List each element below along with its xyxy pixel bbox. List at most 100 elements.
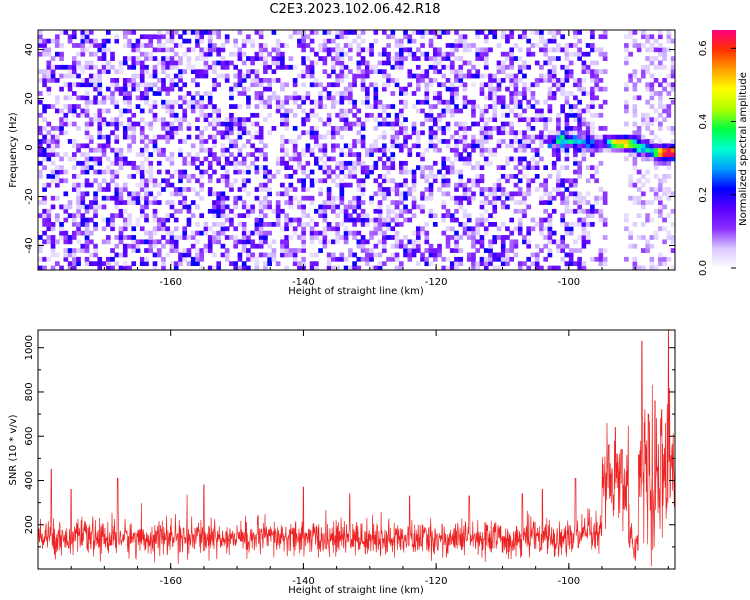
spectrogram-cell (144, 182, 149, 188)
spectrogram-cell (624, 34, 629, 40)
spectrogram-cell (190, 230, 196, 236)
spectrogram-cell (539, 195, 544, 201)
spectrogram-cell (318, 91, 323, 96)
spectrogram-cell (475, 230, 481, 236)
spectrogram-cell (509, 108, 515, 114)
spectrogram-cell (314, 30, 319, 35)
spectrogram-cell (649, 217, 655, 223)
spectrogram-cell (483, 38, 489, 44)
spectrogram-cell (203, 73, 209, 79)
spectrogram-cell (670, 69, 676, 75)
spectrogram-cell (390, 121, 396, 127)
spectrogram-cell (364, 248, 370, 253)
spectrogram-cell (500, 239, 506, 245)
spectrogram-cell (381, 239, 387, 245)
spectrogram-cell (326, 38, 332, 44)
spectrogram-cell (84, 78, 90, 83)
spectrogram-cell (437, 99, 442, 105)
spectrogram-cell (105, 165, 111, 171)
spectrogram-cell (144, 43, 149, 48)
spectrogram-cell (335, 126, 340, 131)
spectrogram-cell (381, 165, 387, 171)
spectrogram-cell (131, 226, 137, 232)
spectrogram-cell (509, 64, 515, 70)
spectrogram-cell (530, 226, 536, 232)
spectrogram-cell (246, 73, 251, 79)
spectrogram-cell (114, 191, 120, 197)
spectrogram-cell (250, 252, 255, 258)
spectrogram-cell (670, 248, 676, 253)
spectrogram-cell (284, 187, 289, 192)
spectrogram-cell (267, 174, 272, 179)
spectrogram-cell (331, 226, 336, 232)
spectrogram-cell (326, 187, 332, 192)
spectrogram-cell (54, 64, 60, 70)
spectrogram-cell (348, 99, 353, 105)
spectrogram-cell (139, 69, 145, 75)
spectrogram-cell (335, 73, 340, 79)
spectrogram-cell (517, 143, 523, 149)
spectrogram-cell (492, 195, 498, 201)
spectrogram-cell (216, 204, 222, 210)
spectrogram-cell (318, 99, 323, 105)
spectrogram-cell (522, 64, 527, 70)
spectrogram-cell (424, 69, 430, 75)
spectrogram-cell (551, 265, 557, 271)
spectrogram-cell (462, 191, 468, 197)
spectrogram-cell (539, 117, 544, 123)
spectrogram-cell (275, 95, 281, 101)
spectrogram-cell (441, 200, 447, 205)
spectrogram-x-tick-label: -160 (159, 277, 182, 288)
spectrogram-cell (454, 256, 459, 262)
spectrogram-cell (178, 187, 183, 192)
spectrogram-cell (84, 204, 90, 210)
spectrogram-x-label: Height of straight line (km) (288, 286, 424, 297)
spectrogram-cell (386, 169, 391, 175)
spectrogram-cell (666, 91, 672, 96)
spectrogram-cell (551, 69, 557, 75)
spectrogram-cell (628, 34, 633, 40)
spectrogram-cell (471, 239, 476, 245)
spectrogram-cell (390, 160, 396, 166)
spectrogram-cell (301, 60, 306, 66)
spectrogram-cell (356, 43, 362, 48)
spectrogram-cell (343, 126, 349, 131)
spectrogram-cell (152, 195, 158, 201)
spectrogram-cell (602, 86, 608, 92)
spectrogram-cell (50, 78, 56, 83)
spectrogram-cell (407, 239, 413, 245)
spectrogram-cell (492, 30, 498, 35)
spectrogram-cell (568, 261, 574, 267)
spectrogram-cell (411, 243, 417, 249)
spectrogram-cell (105, 222, 111, 227)
spectrogram-cell (348, 86, 353, 92)
spectrogram-cell (369, 143, 374, 149)
spectrogram-cell (54, 108, 60, 114)
spectrogram-cell (267, 252, 272, 258)
spectrogram-cell (352, 104, 357, 109)
spectrogram-cell (76, 73, 81, 79)
spectrogram-cell (339, 91, 345, 96)
spectrogram-cell (318, 104, 323, 109)
spectrogram-cell (564, 134, 570, 140)
spectrogram-cell (54, 126, 60, 131)
spectrogram-cell (356, 34, 362, 40)
spectrogram-x-tick-label: -100 (557, 277, 580, 288)
spectrogram-cell (152, 239, 158, 245)
spectrogram-cell (628, 174, 633, 179)
spectrogram-cell (390, 134, 396, 140)
spectrogram-cell (577, 126, 582, 131)
spectrogram-cell (483, 51, 489, 57)
spectrogram-cell (577, 86, 582, 92)
spectrogram-cell (530, 117, 536, 123)
spectrogram-cell (161, 126, 166, 131)
spectrogram-cell (63, 239, 69, 245)
spectrogram-cell (543, 226, 548, 232)
spectrogram-cell (284, 165, 289, 171)
spectrogram-cell (305, 187, 311, 192)
spectrogram-cell (526, 243, 532, 249)
spectrogram-cell (301, 95, 306, 101)
spectrogram-cell (573, 43, 578, 48)
spectrogram-cell (356, 117, 362, 123)
spectrogram-cell (394, 256, 400, 262)
